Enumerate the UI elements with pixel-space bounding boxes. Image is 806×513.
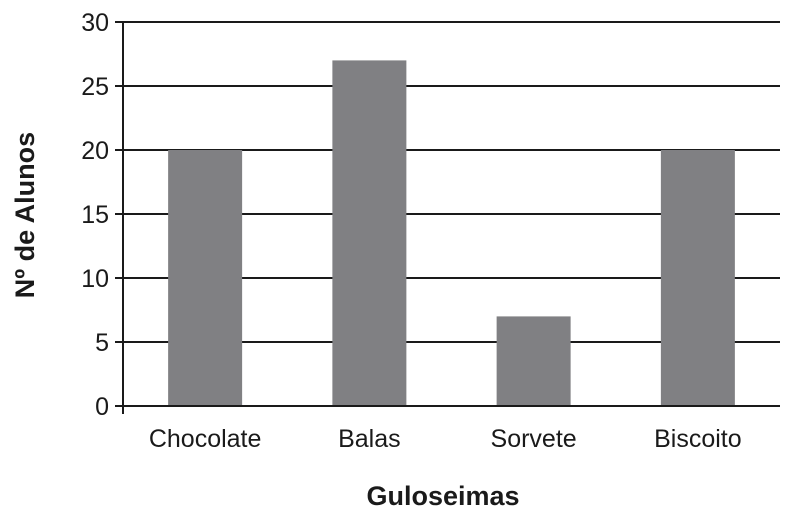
x-tick-label: Chocolate bbox=[149, 425, 262, 453]
y-tick-label: 10 bbox=[81, 265, 109, 293]
y-tick-label: 15 bbox=[81, 201, 109, 229]
y-tick-label: 25 bbox=[81, 73, 109, 101]
bars bbox=[168, 60, 735, 407]
y-tick-label: 0 bbox=[95, 393, 109, 421]
tick-labels: 0 5 10 15 20 25 30 Chocolate Balas Sorvete Biscoit… bbox=[81, 9, 741, 453]
y-tick-label: 30 bbox=[81, 9, 109, 37]
y-tick-label: 5 bbox=[95, 329, 109, 357]
x-tick-label: Sorvete bbox=[491, 425, 577, 453]
y-tick-label: 20 bbox=[81, 137, 109, 165]
x-tick-label: Balas bbox=[338, 425, 401, 453]
x-tick-label: Biscoito bbox=[654, 425, 742, 453]
bar bbox=[660, 150, 735, 406]
axes bbox=[115, 21, 780, 414]
x-axis-title: Guloseimas bbox=[366, 481, 519, 511]
bar bbox=[332, 60, 407, 407]
bar bbox=[168, 150, 243, 406]
y-axis-title: Nº de Alunos bbox=[10, 132, 40, 298]
bar bbox=[496, 316, 571, 406]
